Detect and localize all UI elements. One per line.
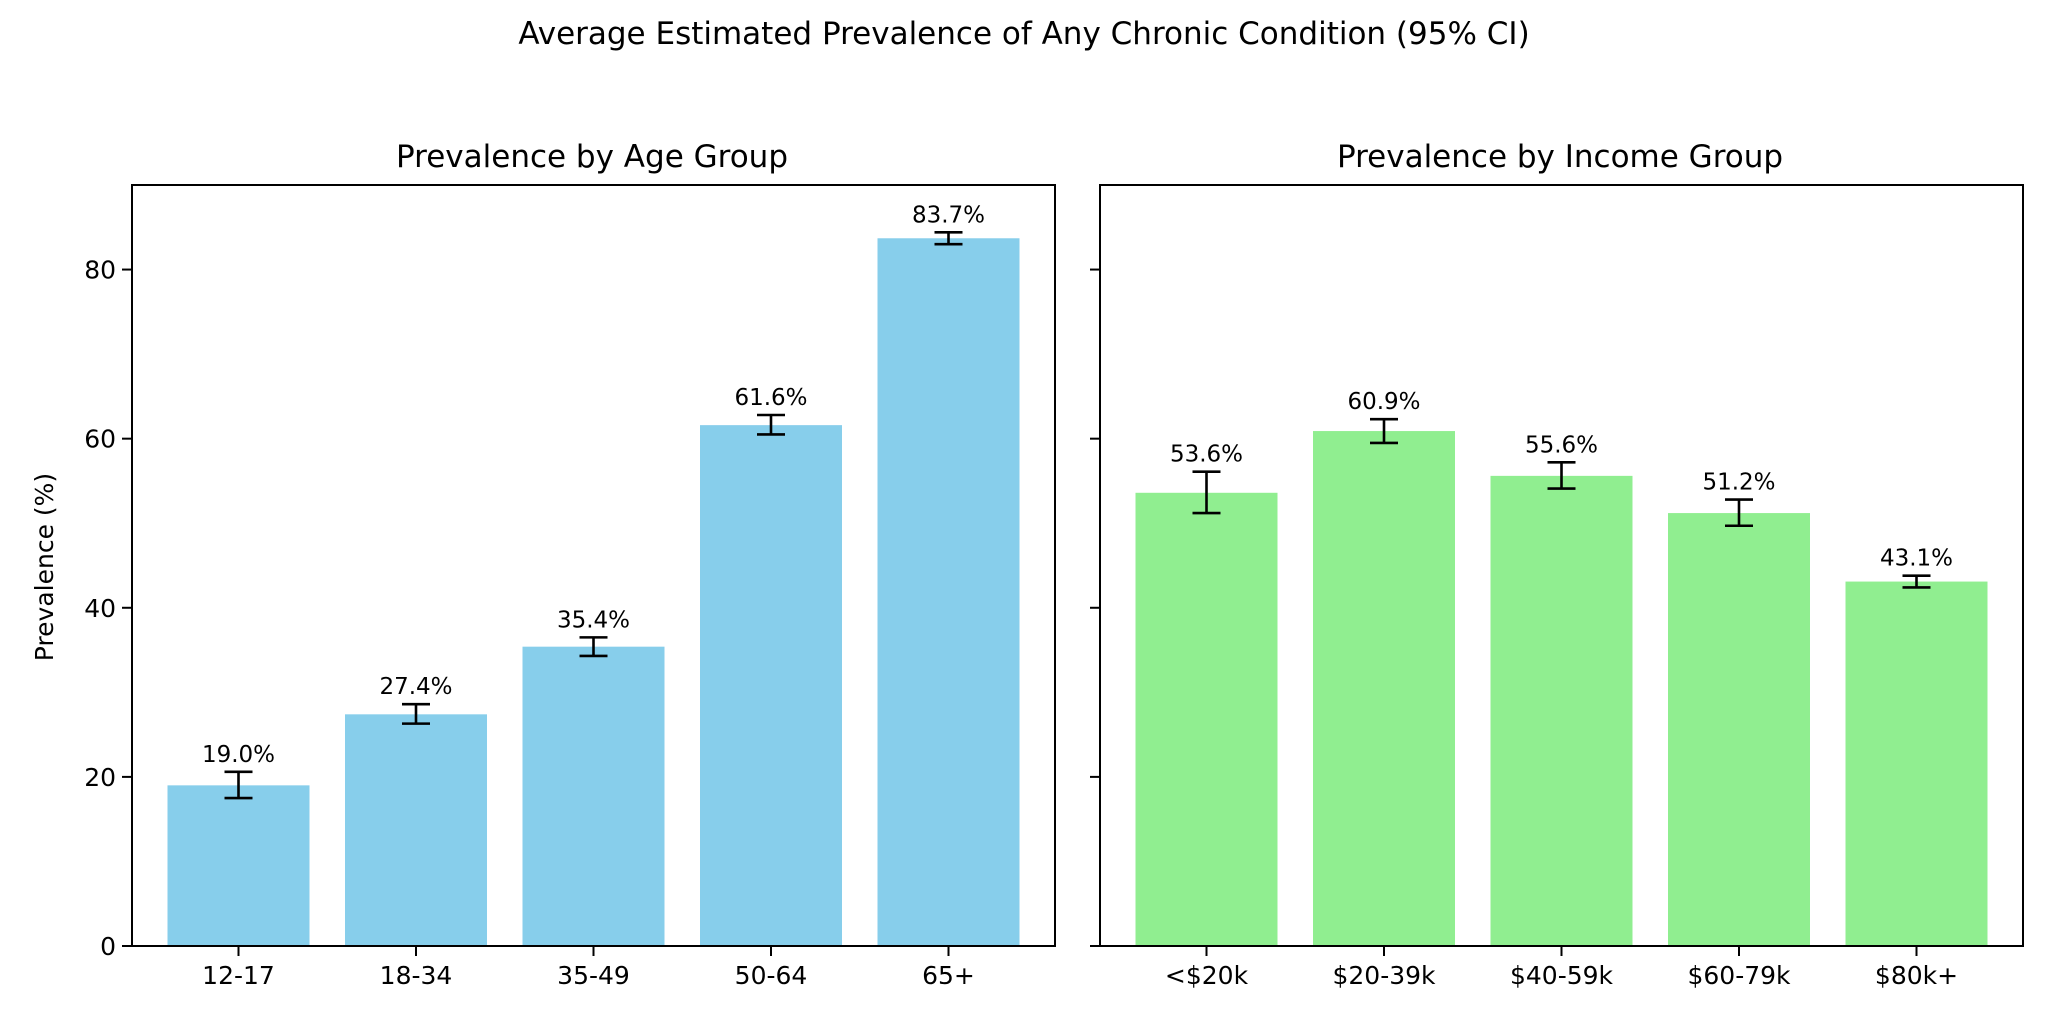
- x-tick-label: 35-49: [557, 961, 630, 990]
- x-tick-label: $60-79k: [1687, 961, 1791, 990]
- bar: [1845, 581, 1988, 946]
- bar: [1668, 513, 1810, 946]
- x-tick-label: 65+: [922, 961, 975, 990]
- x-tick-label: <$20k: [1165, 961, 1249, 990]
- y-tick-label: 80: [84, 256, 116, 285]
- y-tick-label: 60: [84, 425, 116, 454]
- y-tick-label: 0: [100, 932, 116, 961]
- figure-title: Average Estimated Prevalence of Any Chro…: [518, 16, 1529, 52]
- data-label: 35.4%: [557, 607, 630, 633]
- data-label: 55.6%: [1525, 432, 1598, 458]
- x-tick-label: 50-64: [735, 961, 808, 990]
- panel-age-title: Prevalence by Age Group: [396, 139, 788, 175]
- data-label: 83.7%: [912, 202, 985, 228]
- y-tick-label: 40: [84, 594, 116, 623]
- panel-income-group: 53.6% 60.9% 55.6% 51.2% 43.1% <$20k $20-39k $40…: [1090, 184, 2024, 990]
- x-tick-label: $80k+: [1875, 961, 1958, 990]
- bar: [877, 238, 1020, 946]
- x-tick-label: 18-34: [380, 961, 453, 990]
- data-label: 27.4%: [379, 674, 452, 700]
- data-label: 51.2%: [1702, 470, 1775, 496]
- x-tick-label: $20-39k: [1332, 961, 1436, 990]
- y-tick-label: 20: [84, 763, 116, 792]
- data-label: 53.6%: [1170, 442, 1243, 468]
- data-label: 43.1%: [1880, 546, 1953, 572]
- x-tick-label: $40-59k: [1510, 961, 1614, 990]
- bar: [700, 425, 842, 946]
- panel-age-group: 19.0% 27.4% 35.4% 61.6% 83.7% 0 20 40 60 80 12-17 1…: [84, 184, 1056, 990]
- data-label: 60.9%: [1347, 389, 1420, 415]
- bar: [1313, 431, 1455, 947]
- panel-income-title: Prevalence by Income Group: [1337, 139, 1783, 175]
- bar: [167, 785, 310, 946]
- y-axis-label: Prevalence (%): [30, 473, 59, 661]
- bar: [522, 646, 665, 946]
- data-label: 61.6%: [734, 385, 807, 411]
- data-label: 19.0%: [202, 742, 275, 768]
- bar: [1490, 475, 1633, 946]
- x-tick-label: 12-17: [202, 961, 275, 990]
- bar: [345, 714, 487, 946]
- bar: [1135, 492, 1278, 946]
